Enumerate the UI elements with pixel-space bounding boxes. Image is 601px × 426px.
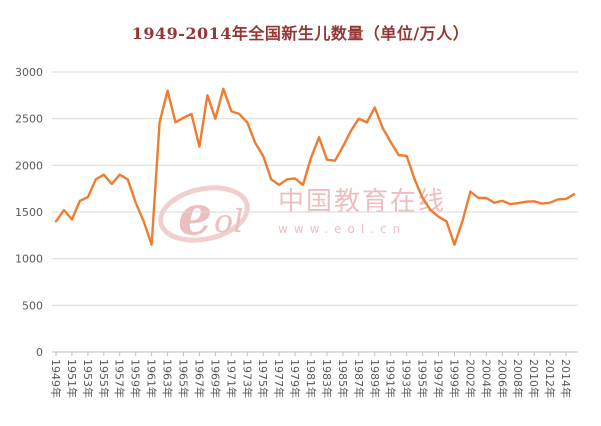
- x-axis-tick-label: 2008年: [511, 359, 525, 398]
- x-axis-tick-label: 1967年: [192, 359, 206, 398]
- x-axis-tick-label: 2012年: [543, 359, 557, 398]
- x-axis-tick-label: 1959年: [129, 359, 143, 398]
- y-axis-tick-label: 1000: [15, 253, 43, 266]
- chart-title: 1949-2014年全国新生儿数量（单位/万人）: [131, 24, 470, 43]
- x-axis-tick-label: 1997年: [432, 359, 446, 398]
- x-axis-tick-label: 1957年: [113, 359, 127, 398]
- y-axis-tick-label: 500: [22, 299, 43, 312]
- x-axis-tick-label: 1995年: [416, 359, 430, 398]
- x-axis-tick-label: 1963年: [161, 359, 175, 398]
- x-axis-tick-label: 1949年: [49, 359, 63, 398]
- x-axis-tick-label: 1987年: [352, 359, 366, 398]
- x-axis-tick-label: 1977年: [272, 359, 286, 398]
- x-axis-tick-label: 1965年: [177, 359, 191, 398]
- x-axis-tick-label: 1993年: [400, 359, 414, 398]
- x-axis-tick-label: 1961年: [145, 359, 159, 398]
- y-axis-tick-label: 0: [36, 346, 43, 359]
- x-axis-tick-label: 1981年: [304, 359, 318, 398]
- x-axis-tick-label: 1999年: [448, 359, 462, 398]
- x-axis-tick-label: 2010年: [527, 359, 541, 398]
- y-axis-tick-label: 1500: [15, 206, 43, 219]
- x-axis-tick-label: 2014年: [559, 359, 573, 398]
- x-axis-tick-label: 1955年: [97, 359, 111, 398]
- x-axis-tick-label: 1973年: [240, 359, 254, 398]
- y-axis-tick-label: 2000: [15, 159, 43, 172]
- x-axis-tick-label: 1985年: [336, 359, 350, 398]
- y-axis-tick-label: 2500: [15, 113, 43, 126]
- x-axis-tick-label: 1953年: [81, 359, 95, 398]
- x-axis-tick-label: 2004年: [479, 359, 493, 398]
- x-axis-tick-label: 2006年: [495, 359, 509, 398]
- x-axis-tick-label: 1969年: [208, 359, 222, 398]
- y-axis-tick-label: 3000: [15, 66, 43, 79]
- x-axis-tick-label: 1983年: [320, 359, 334, 398]
- x-axis-tick-label: 1979年: [288, 359, 302, 398]
- x-axis-tick-label: 1951年: [65, 359, 79, 398]
- x-axis-tick-label: 1991年: [384, 359, 398, 398]
- newborns-line-series: [54, 87, 576, 246]
- x-axis-tick-label: 2002年: [463, 359, 477, 398]
- x-axis-tick-label: 1975年: [256, 359, 270, 398]
- x-axis-tick-label: 1989年: [368, 359, 382, 398]
- x-axis-tick-label: 1971年: [224, 359, 238, 398]
